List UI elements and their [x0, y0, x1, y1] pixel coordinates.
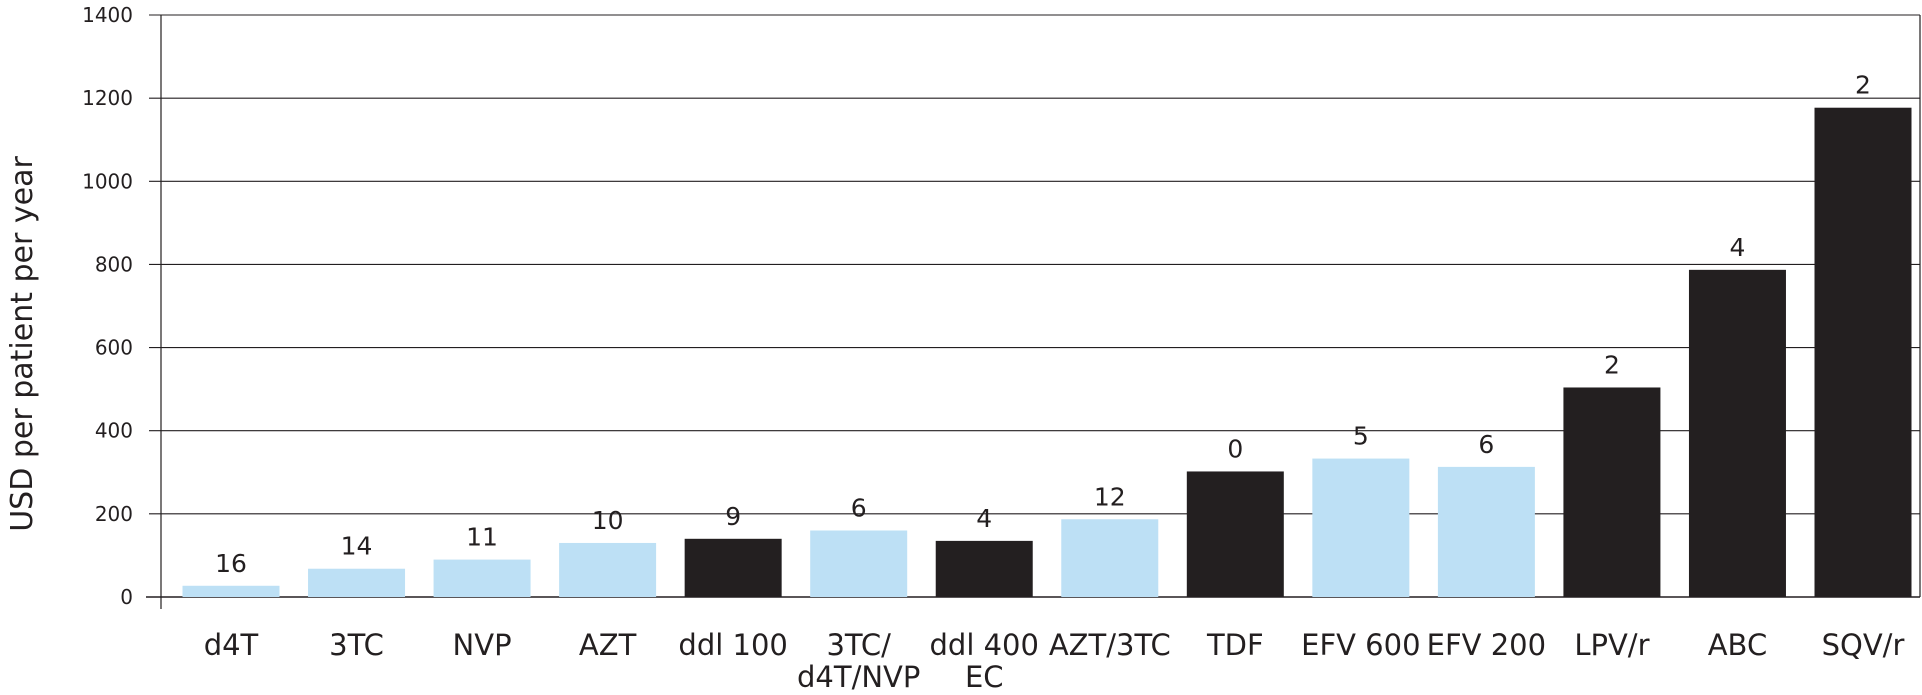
- x-category-label: EFV 200: [1427, 628, 1546, 662]
- bar-count-label: 4: [1730, 233, 1746, 262]
- x-category-label: AZT/3TC: [1049, 628, 1171, 662]
- x-category-label: ddl 100: [678, 628, 787, 662]
- x-category-label: SQV/r: [1822, 628, 1905, 662]
- y-tick-label: 1000: [82, 169, 133, 193]
- bar: [1814, 107, 1912, 597]
- y-tick-label: 600: [95, 336, 133, 360]
- bar-count-label: 10: [592, 506, 624, 535]
- bar: [433, 559, 531, 597]
- x-category-label: AZT: [579, 628, 637, 662]
- bar-count-label: 2: [1604, 350, 1620, 379]
- bar-count-label: 9: [725, 502, 741, 531]
- bar: [935, 540, 1033, 597]
- bar-count-label: 0: [1227, 434, 1243, 463]
- bar: [182, 585, 280, 597]
- x-category-label: 3TC/d4T/NVP: [797, 628, 920, 694]
- bar: [1186, 471, 1284, 597]
- bar-count-label: 6: [1478, 430, 1494, 459]
- bar: [1312, 458, 1410, 597]
- bar-count-label: 2: [1855, 71, 1871, 100]
- x-category-label: ddl 400 EC: [930, 628, 1039, 694]
- bar-count-label: 11: [466, 523, 498, 552]
- bar-count-labels: 16 14 11 10 9 6 4 12 0 5 6 2 4 2: [215, 71, 1871, 578]
- bars: [182, 107, 1912, 597]
- y-tick-labels: 0 200 400 600 800 1000 1200 1400: [82, 3, 133, 609]
- bar: [810, 530, 908, 597]
- x-category-label: TDF: [1206, 628, 1264, 662]
- y-tick-label: 1400: [82, 3, 133, 27]
- bar-count-label: 4: [976, 504, 992, 533]
- x-category-label: NVP: [453, 628, 512, 662]
- y-tick-label: 800: [95, 252, 133, 276]
- x-category-label: d4T: [204, 628, 259, 662]
- x-category-label: LPV/r: [1574, 628, 1649, 662]
- y-axis-title: USD per patient per year: [5, 156, 40, 532]
- bar-count-label: 12: [1094, 482, 1126, 511]
- bar-count-label: 5: [1353, 422, 1369, 451]
- y-tick-label: 0: [120, 585, 133, 609]
- bar: [559, 542, 657, 597]
- x-category-label: ABC: [1708, 628, 1767, 662]
- bar: [684, 538, 782, 597]
- y-tick-label: 400: [95, 419, 133, 443]
- bar: [1688, 269, 1786, 597]
- bar-count-label: 16: [215, 549, 247, 578]
- y-tick-label: 200: [95, 502, 133, 526]
- bar-count-label: 14: [341, 532, 373, 561]
- y-tick-label: 1200: [82, 86, 133, 110]
- bar-count-label: 6: [851, 493, 867, 522]
- bar: [1061, 519, 1159, 597]
- x-category-label: 3TC: [329, 628, 384, 662]
- bar: [1437, 466, 1535, 597]
- bar: [1563, 387, 1661, 597]
- bar: [308, 568, 406, 597]
- x-category-label: EFV 600: [1301, 628, 1420, 662]
